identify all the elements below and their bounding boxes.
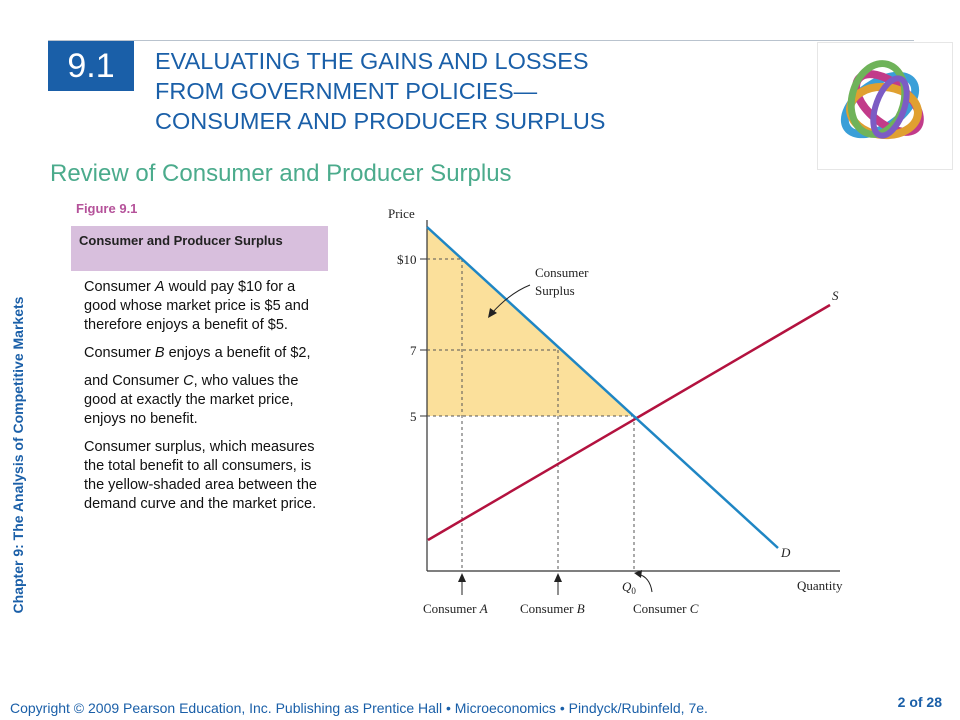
demand-curve bbox=[426, 226, 779, 549]
surplus-pointer-arrow bbox=[491, 284, 531, 314]
demand-label: D bbox=[780, 545, 791, 560]
figure-description: Consumer A would pay $10 for a good whos… bbox=[84, 278, 328, 523]
price-tick-7: 7 bbox=[410, 343, 417, 358]
figure-caption: Consumer and Producer Surplus bbox=[71, 226, 328, 271]
chapter-sidebar: Chapter 9: The Analysis of Competitive M… bbox=[0, 240, 36, 670]
consumer-b-arrow bbox=[554, 573, 562, 582]
q0-label: Q0 bbox=[622, 579, 636, 596]
surplus-diagram: Price Quantity $10 7 5 Consumer Surplus … bbox=[360, 195, 880, 640]
paragraph-surplus: Consumer surplus, which measures the tot… bbox=[84, 439, 317, 512]
title-line-2: FROM GOVERNMENT POLICIES— bbox=[155, 78, 538, 104]
copyright-footer: Copyright © 2009 Pearson Education, Inc.… bbox=[10, 700, 708, 716]
price-tick-5: 5 bbox=[410, 409, 417, 424]
consumer-a-arrow bbox=[458, 573, 466, 582]
supply-curve bbox=[427, 303, 831, 542]
y-axis-label: Price bbox=[388, 206, 415, 221]
x-axis-label: Quantity bbox=[797, 578, 843, 593]
slide-subtitle: Review of Consumer and Producer Surplus bbox=[50, 160, 512, 187]
paragraph-consumer-c: and Consumer C, who values the good at e… bbox=[84, 373, 299, 427]
rings-logo-icon bbox=[817, 42, 953, 170]
page-number: 2 of 28 bbox=[897, 694, 942, 710]
paragraph-consumer-a: Consumer A would pay $10 for a good whos… bbox=[84, 279, 309, 333]
consumer-b-label: Consumer B bbox=[520, 601, 585, 616]
consumer-a-label: Consumer A bbox=[423, 601, 488, 616]
title-line-3: CONSUMER AND PRODUCER SURPLUS bbox=[155, 108, 606, 134]
supply-label: S bbox=[832, 288, 839, 303]
section-number: 9.1 bbox=[67, 46, 115, 85]
slide-title: EVALUATING THE GAINS AND LOSSES FROM GOV… bbox=[155, 46, 795, 136]
surplus-label-line-2: Surplus bbox=[535, 283, 575, 298]
header-rule bbox=[48, 40, 914, 41]
paragraph-consumer-b: Consumer B enjoys a benefit of $2, bbox=[84, 345, 311, 361]
title-line-1: EVALUATING THE GAINS AND LOSSES bbox=[155, 48, 589, 74]
figure-label: Figure 9.1 bbox=[76, 201, 138, 216]
price-tick-10: $10 bbox=[397, 252, 417, 267]
surplus-label-line-1: Consumer bbox=[535, 265, 589, 280]
section-badge: 9.1 bbox=[48, 41, 134, 91]
chapter-label: Chapter 9: The Analysis of Competitive M… bbox=[10, 296, 26, 614]
consumer-c-label: Consumer C bbox=[633, 601, 699, 616]
